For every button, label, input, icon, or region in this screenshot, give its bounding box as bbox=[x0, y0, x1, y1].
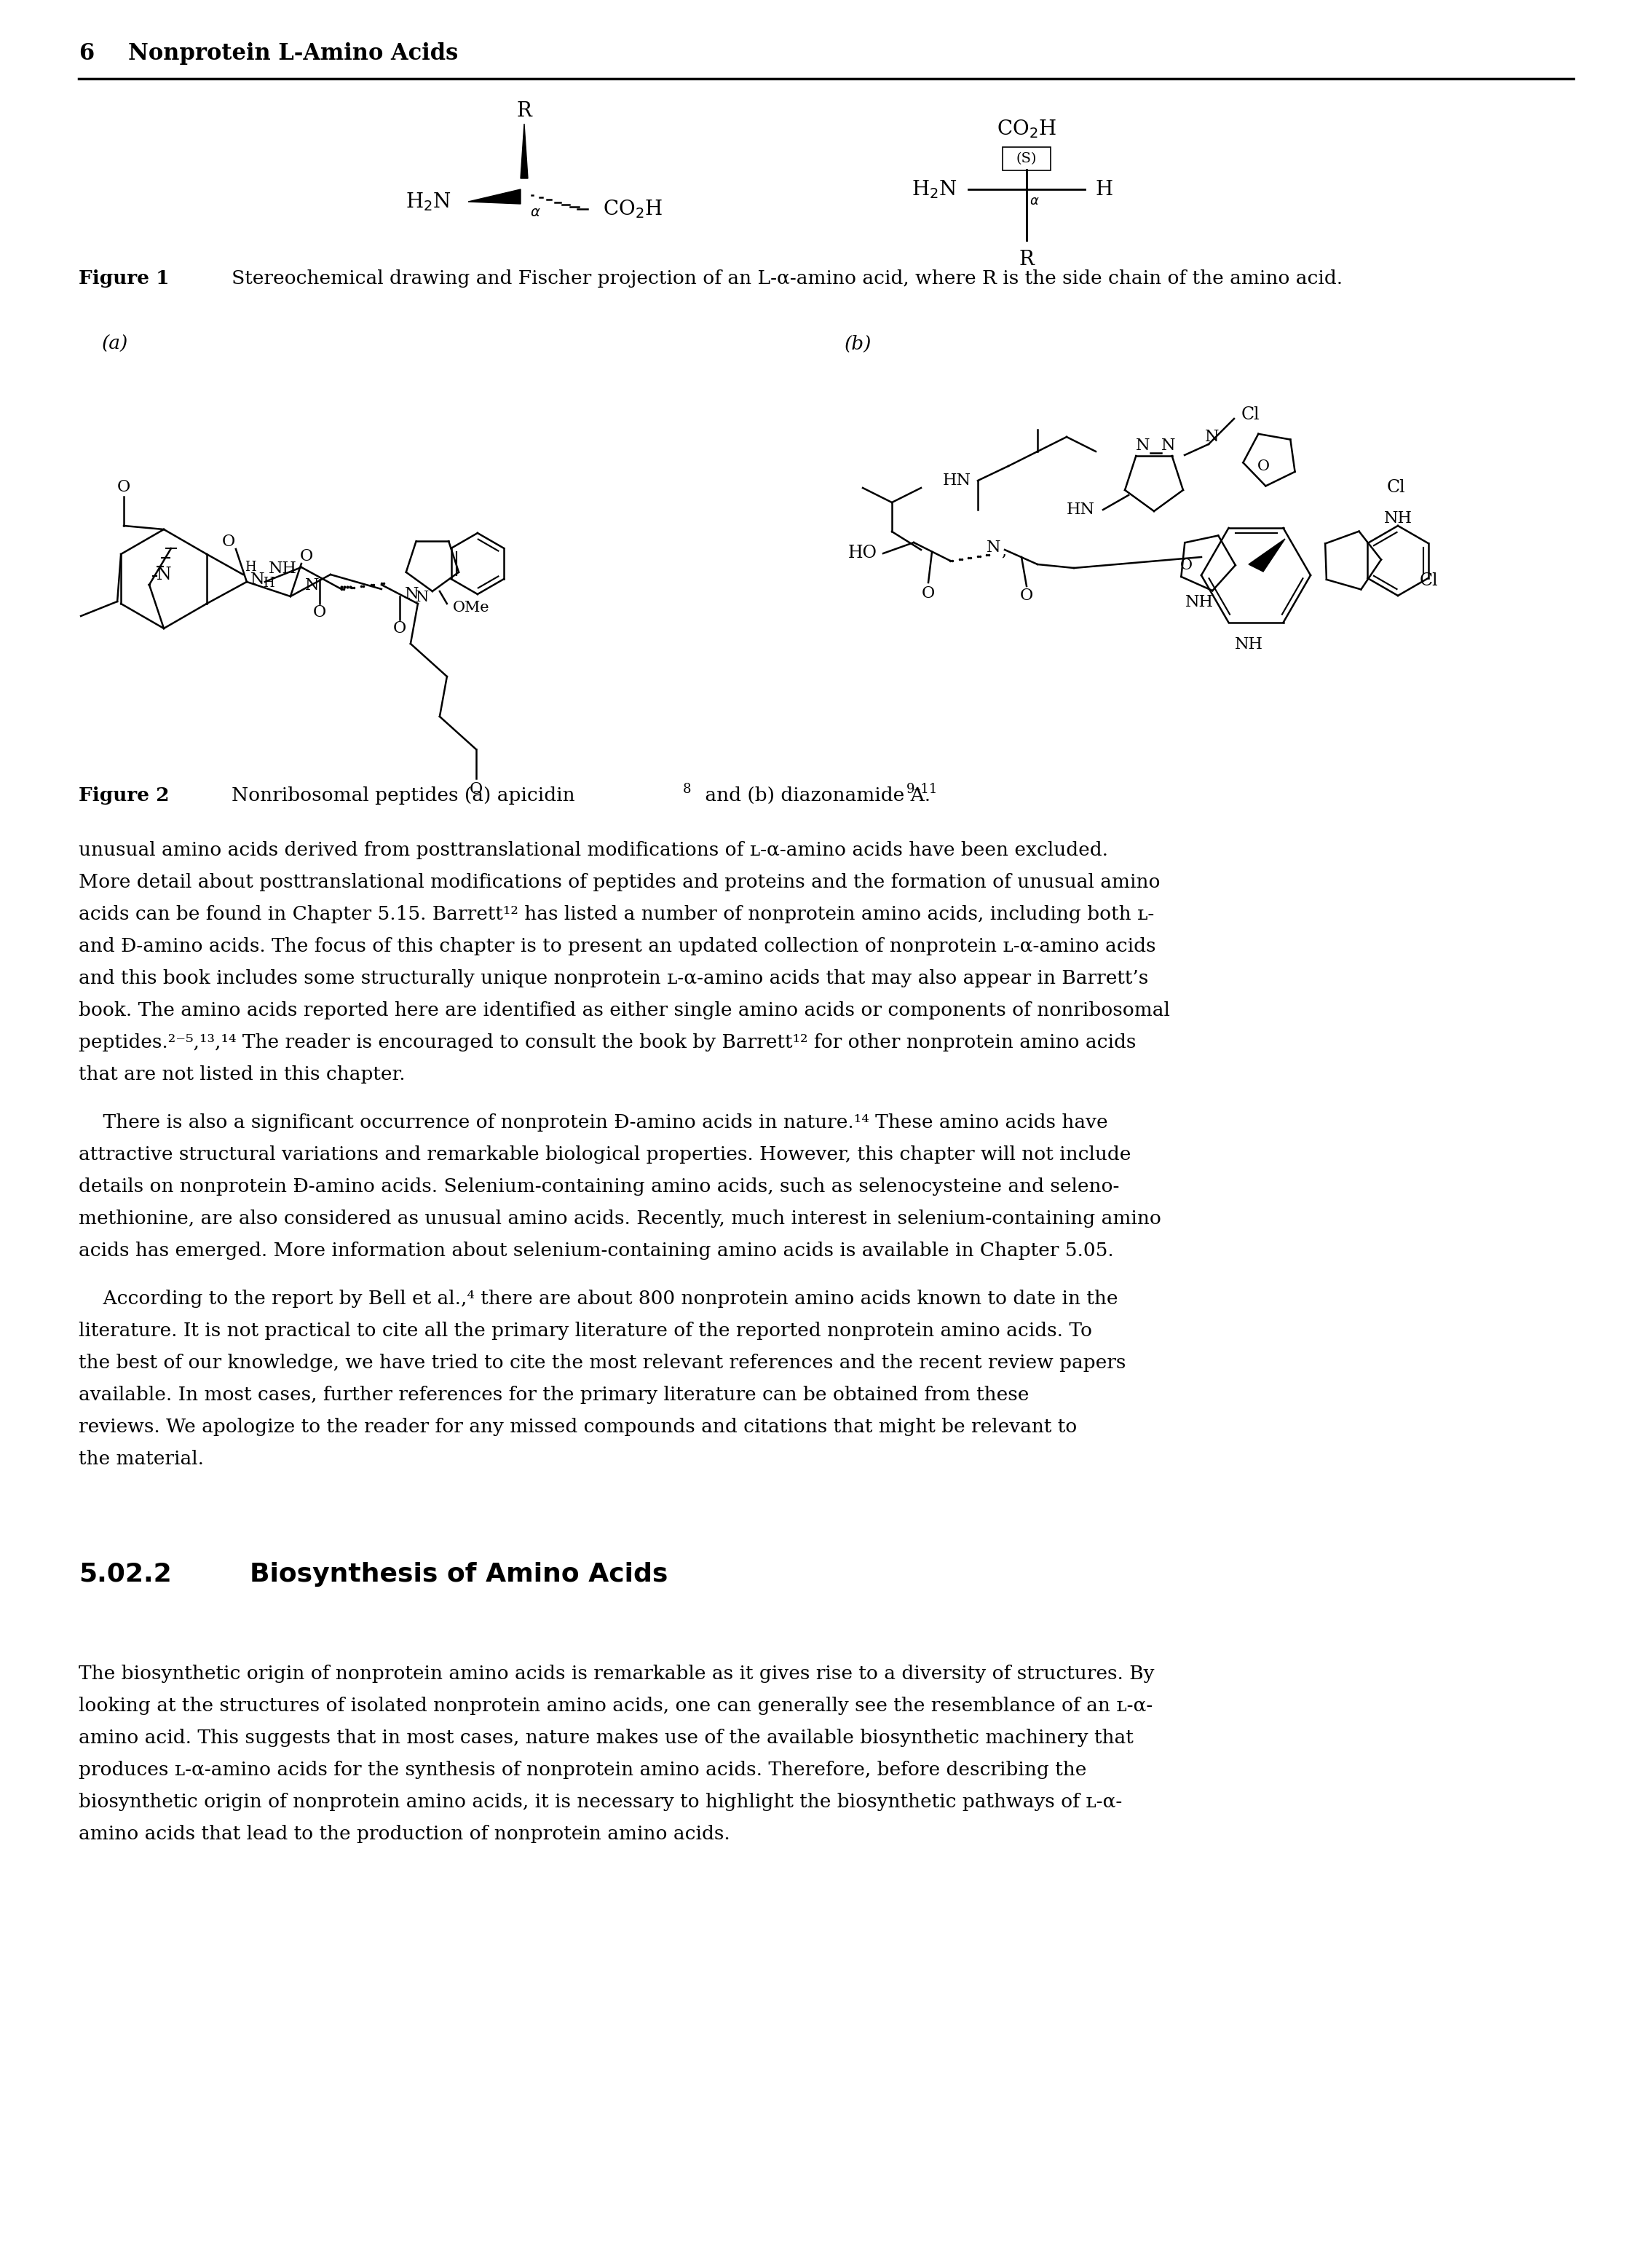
Text: Cl: Cl bbox=[1388, 480, 1406, 496]
Polygon shape bbox=[520, 124, 529, 178]
FancyBboxPatch shape bbox=[1003, 146, 1051, 171]
Text: and this book includes some structurally unique nonprotein ʟ-α-amino acids that : and this book includes some structurally… bbox=[79, 969, 1148, 987]
Text: unusual amino acids derived from posttranslational modifications of ʟ-α-amino ac: unusual amino acids derived from posttra… bbox=[79, 840, 1108, 858]
Text: and Ɖ-amino acids. The focus of this chapter is to present an updated collection: and Ɖ-amino acids. The focus of this cha… bbox=[79, 937, 1156, 955]
Text: N: N bbox=[405, 586, 420, 602]
Text: More detail about posttranslational modifications of peptides and proteins and t: More detail about posttranslational modi… bbox=[79, 874, 1160, 892]
Text: O: O bbox=[299, 547, 314, 563]
Text: methionine, are also considered as unusual amino acids. Recently, much interest : methionine, are also considered as unusu… bbox=[79, 1210, 1161, 1228]
Text: NH: NH bbox=[1384, 511, 1412, 527]
Text: literature. It is not practical to cite all the primary literature of the report: literature. It is not practical to cite … bbox=[79, 1323, 1092, 1341]
Text: attractive structural variations and remarkable biological properties. However, : attractive structural variations and rem… bbox=[79, 1145, 1132, 1163]
Text: H: H bbox=[244, 561, 256, 575]
Text: HN: HN bbox=[1067, 502, 1095, 518]
Polygon shape bbox=[1249, 538, 1285, 572]
Text: N: N bbox=[986, 538, 1001, 556]
Text: O: O bbox=[312, 604, 325, 620]
Text: Biosynthesis of Amino Acids: Biosynthesis of Amino Acids bbox=[249, 1561, 667, 1586]
Text: O: O bbox=[1019, 588, 1032, 604]
Text: N: N bbox=[157, 568, 172, 584]
Text: the best of our knowledge, we have tried to cite the most relevant references an: the best of our knowledge, we have tried… bbox=[79, 1354, 1127, 1372]
Text: N: N bbox=[1206, 428, 1219, 444]
Text: CO$_2$H: CO$_2$H bbox=[996, 117, 1056, 140]
Text: O: O bbox=[1257, 460, 1269, 473]
Text: 9–11: 9–11 bbox=[907, 782, 938, 795]
Text: 5.02.2: 5.02.2 bbox=[79, 1561, 172, 1586]
Text: Stereochemical drawing and Fischer projection of an L-α-amino acid, where R is t: Stereochemical drawing and Fischer proje… bbox=[213, 270, 1343, 288]
Text: N: N bbox=[1137, 437, 1150, 453]
Text: acids can be found in Chapter 5.15. Barrett¹² has listed a number of nonprotein : acids can be found in Chapter 5.15. Barr… bbox=[79, 906, 1155, 924]
Text: Nonribosomal peptides (a) apicidin: Nonribosomal peptides (a) apicidin bbox=[213, 786, 575, 804]
Text: O: O bbox=[1180, 559, 1193, 572]
Text: and (b) diazonamide A.: and (b) diazonamide A. bbox=[699, 786, 930, 804]
Text: O: O bbox=[469, 782, 482, 798]
Text: amino acids that lead to the production of nonprotein amino acids.: amino acids that lead to the production … bbox=[79, 1825, 730, 1843]
Text: book. The amino acids reported here are identified as either single amino acids : book. The amino acids reported here are … bbox=[79, 1000, 1170, 1018]
Text: O: O bbox=[393, 620, 406, 635]
Polygon shape bbox=[468, 189, 520, 203]
Text: available. In most cases, further references for the primary literature can be o: available. In most cases, further refere… bbox=[79, 1386, 1029, 1404]
Text: (S): (S) bbox=[1016, 153, 1037, 164]
Text: that are not listed in this chapter.: that are not listed in this chapter. bbox=[79, 1066, 405, 1084]
Text: amino acid. This suggests that in most cases, nature makes use of the available : amino acid. This suggests that in most c… bbox=[79, 1728, 1133, 1746]
Text: N: N bbox=[251, 572, 264, 588]
Text: HN: HN bbox=[943, 473, 971, 489]
Text: Figure 1: Figure 1 bbox=[79, 270, 169, 288]
Text: HO: HO bbox=[847, 545, 877, 561]
Text: N: N bbox=[1161, 437, 1176, 453]
Text: According to the report by Bell et al.,⁴ there are about 800 nonprotein amino ac: According to the report by Bell et al.,⁴… bbox=[79, 1289, 1118, 1307]
Text: NH: NH bbox=[1184, 595, 1213, 611]
Text: NH: NH bbox=[269, 561, 297, 577]
Text: reviews. We apologize to the reader for any missed compounds and citations that : reviews. We apologize to the reader for … bbox=[79, 1417, 1077, 1435]
Text: ,: , bbox=[1001, 543, 1006, 559]
Text: the material.: the material. bbox=[79, 1451, 203, 1469]
Text: biosynthetic origin of nonprotein amino acids, it is necessary to highlight the : biosynthetic origin of nonprotein amino … bbox=[79, 1793, 1122, 1811]
Text: acids has emerged. More information about selenium-containing amino acids is ava: acids has emerged. More information abou… bbox=[79, 1241, 1113, 1259]
Text: The biosynthetic origin of nonprotein amino acids is remarkable as it gives rise: The biosynthetic origin of nonprotein am… bbox=[79, 1665, 1155, 1683]
Text: $\alpha$: $\alpha$ bbox=[530, 205, 540, 219]
Text: R: R bbox=[1019, 250, 1034, 270]
Text: peptides.²⁻⁵,¹³,¹⁴ The reader is encouraged to consult the book by Barrett¹² for: peptides.²⁻⁵,¹³,¹⁴ The reader is encoura… bbox=[79, 1034, 1137, 1052]
Text: 8: 8 bbox=[682, 782, 691, 795]
Text: produces ʟ-α-amino acids for the synthesis of nonprotein amino acids. Therefore,: produces ʟ-α-amino acids for the synthes… bbox=[79, 1760, 1087, 1780]
Text: details on nonprotein Ɖ-amino acids. Selenium-containing amino acids, such as se: details on nonprotein Ɖ-amino acids. Sel… bbox=[79, 1178, 1120, 1196]
Text: O: O bbox=[117, 480, 131, 496]
Text: looking at the structures of isolated nonprotein amino acids, one can generally : looking at the structures of isolated no… bbox=[79, 1697, 1153, 1715]
Text: H$_2$N: H$_2$N bbox=[406, 192, 451, 212]
Text: O: O bbox=[922, 586, 935, 602]
Text: R: R bbox=[517, 101, 532, 122]
Text: N: N bbox=[306, 577, 319, 593]
Text: H$_2$N: H$_2$N bbox=[912, 178, 958, 201]
Text: (b): (b) bbox=[844, 336, 872, 354]
Text: 6: 6 bbox=[79, 43, 94, 65]
Text: O: O bbox=[221, 534, 235, 550]
Text: Cl: Cl bbox=[1419, 572, 1439, 590]
Text: H: H bbox=[263, 577, 274, 590]
Text: There is also a significant occurrence of nonprotein Ɖ-amino acids in nature.¹⁴ : There is also a significant occurrence o… bbox=[79, 1113, 1108, 1131]
Text: OMe: OMe bbox=[453, 599, 489, 615]
Text: Nonprotein L-Amino Acids: Nonprotein L-Amino Acids bbox=[129, 43, 458, 65]
Text: NH: NH bbox=[1234, 635, 1262, 653]
Text: (a): (a) bbox=[102, 336, 129, 354]
Text: CO$_2$H: CO$_2$H bbox=[603, 198, 662, 221]
Text: H: H bbox=[1095, 180, 1113, 198]
Text: $\alpha$: $\alpha$ bbox=[1029, 194, 1039, 207]
Text: Figure 2: Figure 2 bbox=[79, 786, 169, 804]
Text: N: N bbox=[415, 590, 430, 604]
Text: Cl: Cl bbox=[1241, 408, 1260, 424]
